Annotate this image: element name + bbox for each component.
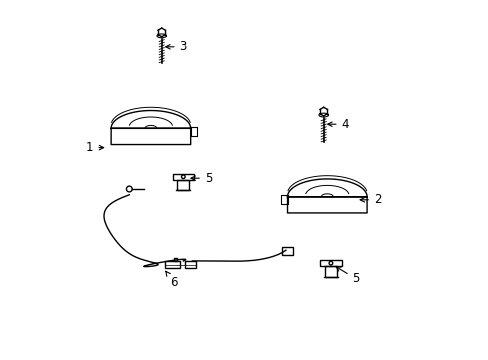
Bar xyxy=(325,266,336,277)
Text: 5: 5 xyxy=(190,172,212,185)
Bar xyxy=(320,260,341,266)
Bar xyxy=(172,174,194,180)
Text: 6: 6 xyxy=(165,271,178,289)
Text: 1: 1 xyxy=(86,141,103,154)
Text: 5: 5 xyxy=(335,267,359,285)
Text: 2: 2 xyxy=(359,193,381,206)
Bar xyxy=(173,258,177,261)
Bar xyxy=(177,180,189,190)
Bar xyxy=(282,247,292,255)
Bar xyxy=(184,261,195,268)
Text: 4: 4 xyxy=(327,118,348,131)
Text: 3: 3 xyxy=(165,40,186,53)
Bar xyxy=(164,261,180,268)
